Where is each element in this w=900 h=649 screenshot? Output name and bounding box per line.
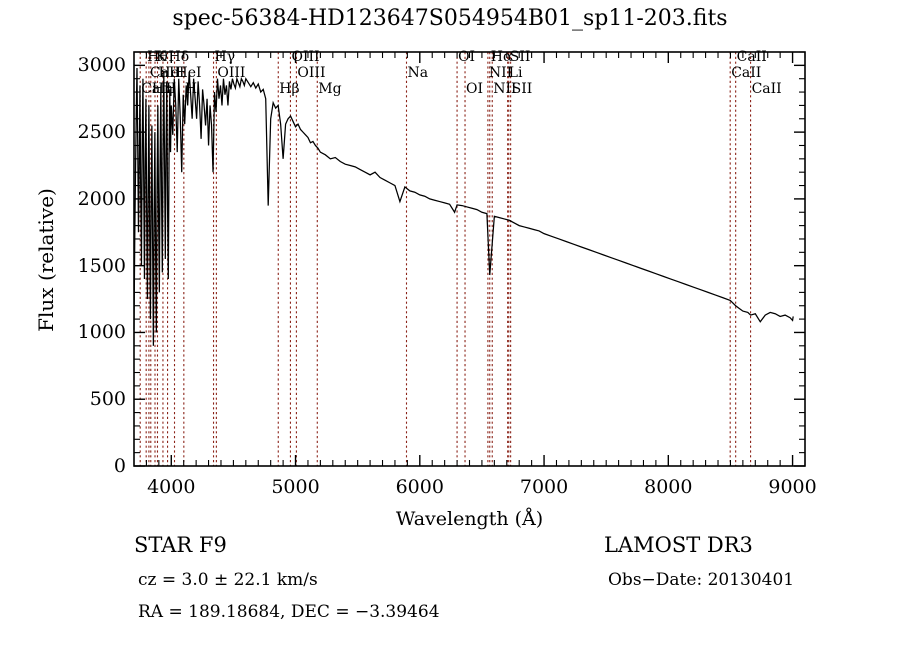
spectral-line-label: SII xyxy=(509,49,531,65)
spectral-line-label: Hδ xyxy=(168,49,190,65)
x-tick-label: 6000 xyxy=(395,476,444,498)
y-tick-label: 3000 xyxy=(77,54,126,77)
spectrum-trace xyxy=(133,68,794,346)
spectral-line-label: OI xyxy=(466,81,484,97)
spectral-line-label: CaII xyxy=(149,65,181,81)
spectral-line-markers xyxy=(139,52,752,466)
spectral-line-label: HeI xyxy=(158,65,185,81)
spectral-line-label: Hγ xyxy=(214,49,236,65)
obs-date-label: Obs−Date: 20130401 xyxy=(608,570,795,590)
survey-label: LAMOST DR3 xyxy=(604,533,753,557)
spectral-line-label: OIII xyxy=(217,65,246,81)
spectral-line-label: Hβ xyxy=(279,81,300,97)
x-tick-label: 8000 xyxy=(644,476,693,498)
y-tick-label: 2500 xyxy=(77,121,126,144)
y-tick-label: 500 xyxy=(89,388,126,411)
spectral-line-label: OIII xyxy=(297,65,326,81)
spectral-line-label: SII xyxy=(511,81,533,97)
spectral-line-label: Na xyxy=(407,65,429,81)
spectral-line-label: CaII xyxy=(141,81,172,97)
spectral-line-label: H xyxy=(184,81,198,97)
object-class-label: STAR F9 xyxy=(134,533,227,557)
spectral-line-label: HeI xyxy=(175,65,202,81)
x-tick-label: 7000 xyxy=(519,476,569,498)
spectral-line-label: CaII xyxy=(736,49,767,65)
spectral-line-label: CaII xyxy=(751,81,782,97)
x-tick-label: 4000 xyxy=(147,476,196,498)
spectral-line-label: K xyxy=(155,49,167,65)
spectral-line-label: NII xyxy=(488,65,513,81)
y-tick-label: 0 xyxy=(113,455,126,477)
spectral-line-label: Hη xyxy=(151,81,173,97)
spectral-line-label: H xyxy=(163,81,177,97)
page-title: spec-56384-HD123647S054954B01_sp11-203.f… xyxy=(172,6,728,31)
y-tick-label: 1500 xyxy=(77,254,126,277)
redshift-velocity-label: cz = 3.0 ± 22.1 km/s xyxy=(138,570,318,590)
spectral-line-label: CaII xyxy=(731,65,762,81)
spectral-line-label: Hθ xyxy=(147,49,168,65)
spectral-line-label: Mg xyxy=(318,81,342,97)
spectral-line-label: Hα xyxy=(490,49,513,65)
spectral-line-label: Li xyxy=(508,65,523,81)
y-tick-label: 2000 xyxy=(77,187,126,210)
plot-frame-axes xyxy=(133,51,806,467)
x-axis-title: Wavelength (Å) xyxy=(395,508,544,530)
y-tick-label: 1000 xyxy=(77,321,126,344)
x-tick-label: 5000 xyxy=(271,476,320,498)
y-axis-title: Flux (relative) xyxy=(34,188,58,332)
spectral-line-label: OIII xyxy=(291,49,320,65)
spectral-line-label: NII xyxy=(493,81,517,97)
coordinates-label: RA = 189.18684, DEC = −3.39464 xyxy=(138,602,440,622)
x-tick-label: 9000 xyxy=(768,476,817,498)
spectral-line-label: OI xyxy=(458,49,476,65)
